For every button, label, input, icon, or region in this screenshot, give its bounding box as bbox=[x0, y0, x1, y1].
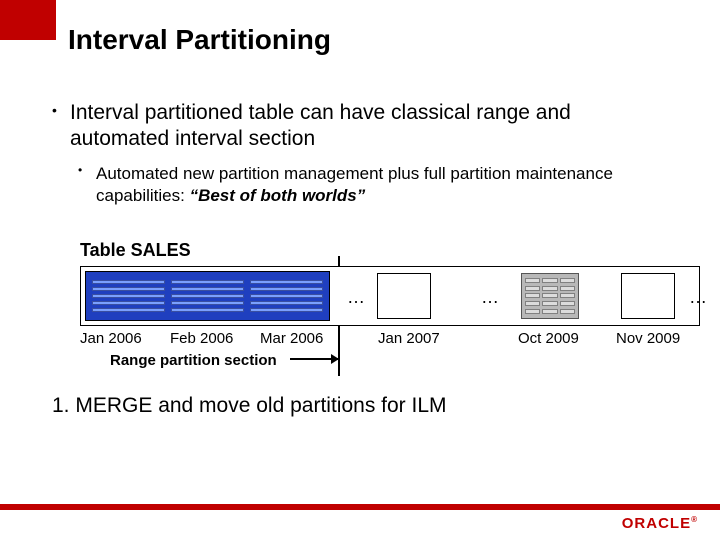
action-step-1: 1. MERGE and move old partitions for ILM bbox=[52, 394, 447, 418]
label-oct2009: Oct 2009 bbox=[518, 330, 579, 347]
ellipsis-3: … bbox=[689, 287, 707, 308]
partition-empty-jan2007 bbox=[377, 273, 431, 319]
label-nov2009: Nov 2009 bbox=[616, 330, 680, 347]
oracle-logo-text: ORACLE bbox=[622, 515, 691, 532]
oracle-logo-mark: ® bbox=[691, 515, 698, 524]
partition-data-oct2009 bbox=[521, 273, 579, 319]
merged-range-block bbox=[85, 271, 330, 321]
label-feb2006: Feb 2006 bbox=[170, 330, 233, 347]
ellipsis-2: … bbox=[481, 287, 499, 308]
oracle-logo: ORACLE® bbox=[622, 515, 698, 532]
range-section-arrow bbox=[290, 358, 338, 360]
partition-diagram: … … … bbox=[80, 266, 700, 326]
bullet-level1: Interval partitioned table can have clas… bbox=[52, 100, 672, 207]
page-title: Interval Partitioning bbox=[68, 24, 331, 56]
bullet-1-text: Interval partitioned table can have clas… bbox=[70, 101, 571, 150]
bullet-2-text-b: “Best of both worlds” bbox=[190, 186, 366, 205]
label-jan2006: Jan 2006 bbox=[80, 330, 142, 347]
label-jan2007: Jan 2007 bbox=[378, 330, 440, 347]
table-name-label: Table SALES bbox=[80, 240, 191, 261]
brand-corner-block bbox=[0, 0, 56, 40]
partition-empty-nov2009 bbox=[621, 273, 675, 319]
footer-divider bbox=[0, 504, 720, 510]
bullet-level2: Automated new partition management plus … bbox=[76, 163, 672, 207]
merged-block-rows bbox=[92, 278, 323, 314]
ellipsis-1: … bbox=[347, 287, 365, 308]
bullet-list: Interval partitioned table can have clas… bbox=[52, 100, 672, 217]
range-section-label: Range partition section bbox=[110, 352, 277, 369]
label-mar2006: Mar 2006 bbox=[260, 330, 323, 347]
